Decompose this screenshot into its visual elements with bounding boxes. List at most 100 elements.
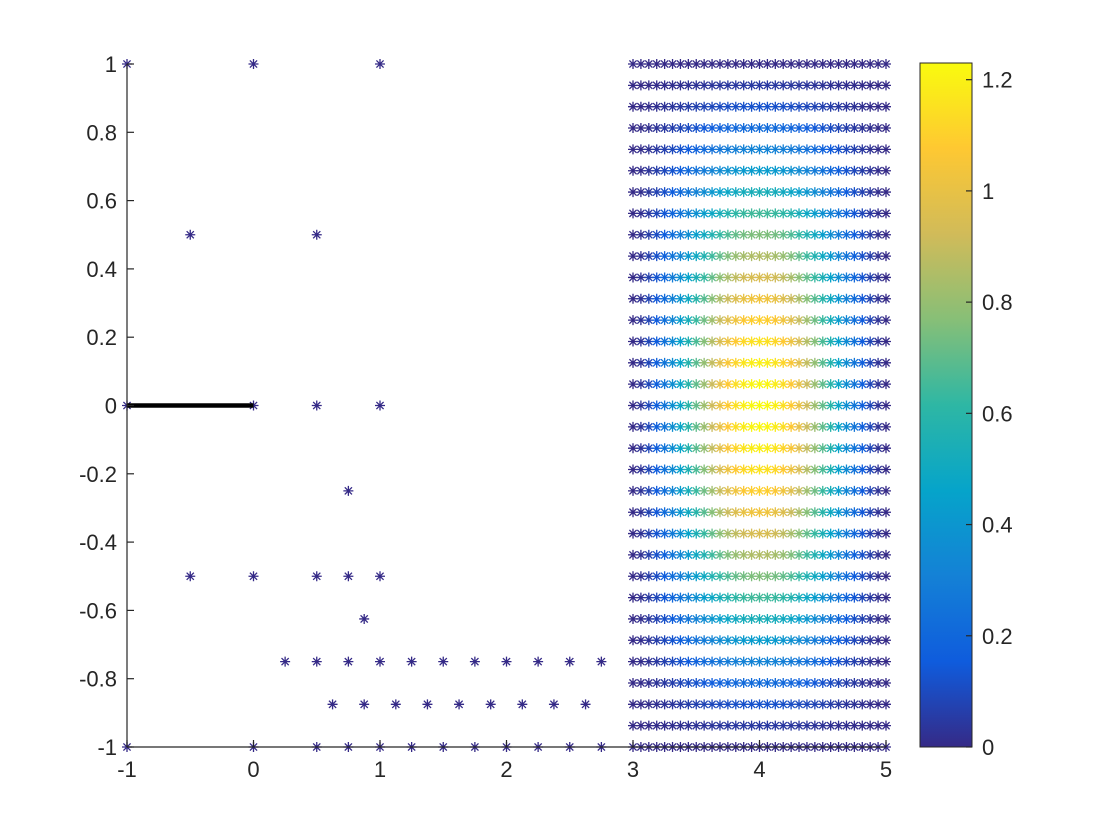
data-point	[809, 464, 820, 475]
data-point	[730, 187, 741, 198]
data-point	[778, 571, 789, 582]
data-point	[833, 251, 844, 262]
data-point	[801, 251, 812, 262]
data-point	[714, 571, 725, 582]
data-point	[738, 101, 749, 112]
data-point	[628, 379, 638, 390]
colorbar-tick-label: 0.2	[982, 624, 1013, 649]
data-point	[770, 315, 781, 326]
data-point	[778, 720, 789, 731]
data-point	[651, 293, 662, 304]
data-point	[849, 272, 860, 283]
data-point	[770, 592, 781, 603]
data-point	[881, 208, 891, 219]
data-point	[659, 357, 670, 368]
data-point	[857, 59, 868, 69]
data-point	[683, 464, 694, 475]
data-point	[762, 123, 773, 134]
data-point	[770, 485, 781, 496]
data-point	[683, 229, 694, 240]
data-point	[659, 464, 670, 475]
data-point	[667, 315, 678, 326]
data-point	[730, 571, 741, 582]
data-point	[738, 656, 749, 667]
data-point	[817, 549, 828, 560]
data-point	[794, 549, 805, 560]
data-point	[881, 464, 891, 475]
data-point	[754, 187, 765, 198]
data-point	[643, 80, 654, 91]
data-point	[651, 656, 662, 667]
data-point	[738, 592, 749, 603]
data-point	[881, 635, 891, 646]
data-point	[786, 208, 797, 219]
data-point	[865, 421, 876, 432]
data-point	[707, 507, 718, 518]
data-point	[738, 144, 749, 155]
data-point	[770, 187, 781, 198]
data-point	[865, 80, 876, 91]
data-point	[659, 549, 670, 560]
data-point	[675, 272, 686, 283]
data-point	[746, 592, 757, 603]
data-point	[699, 613, 710, 624]
colorbar-gradient	[919, 62, 973, 748]
data-point	[628, 613, 638, 624]
data-point	[794, 187, 805, 198]
data-point	[841, 421, 852, 432]
data-point	[833, 123, 844, 134]
data-point	[841, 251, 852, 262]
data-point	[786, 635, 797, 646]
data-point	[809, 187, 820, 198]
data-point	[714, 272, 725, 283]
data-point	[873, 187, 884, 198]
data-point	[762, 336, 773, 347]
data-point	[707, 677, 718, 688]
data-point	[770, 165, 781, 176]
data-point	[738, 315, 749, 326]
data-point	[722, 571, 733, 582]
data-point	[746, 293, 757, 304]
data-point	[778, 187, 789, 198]
data-point	[865, 336, 876, 347]
data-point	[809, 528, 820, 539]
data-point	[311, 400, 322, 411]
data-point	[675, 165, 686, 176]
data-point	[794, 613, 805, 624]
data-point	[683, 272, 694, 283]
data-point	[849, 187, 860, 198]
data-point	[714, 336, 725, 347]
data-point	[691, 80, 702, 91]
data-point	[801, 80, 812, 91]
data-point	[683, 720, 694, 731]
data-point	[722, 187, 733, 198]
data-point	[667, 229, 678, 240]
data-point	[794, 592, 805, 603]
data-point	[841, 101, 852, 112]
data-point	[778, 144, 789, 155]
data-point	[707, 656, 718, 667]
data-point	[375, 571, 385, 582]
data-point	[628, 549, 638, 560]
data-point	[801, 379, 812, 390]
data-point	[517, 699, 528, 710]
data-point	[659, 443, 670, 454]
data-point	[817, 379, 828, 390]
data-point	[833, 101, 844, 112]
data-point	[596, 656, 607, 667]
data-point	[786, 144, 797, 155]
data-point	[643, 592, 654, 603]
data-point	[643, 144, 654, 155]
x-tick-label: 0	[247, 757, 259, 782]
data-point	[683, 379, 694, 390]
data-point	[659, 613, 670, 624]
data-point	[786, 293, 797, 304]
data-point	[762, 165, 773, 176]
data-point	[865, 187, 876, 198]
data-point	[833, 272, 844, 283]
data-point	[825, 549, 836, 560]
data-point	[841, 187, 852, 198]
data-point	[699, 528, 710, 539]
data-point	[873, 80, 884, 91]
data-point	[691, 720, 702, 731]
